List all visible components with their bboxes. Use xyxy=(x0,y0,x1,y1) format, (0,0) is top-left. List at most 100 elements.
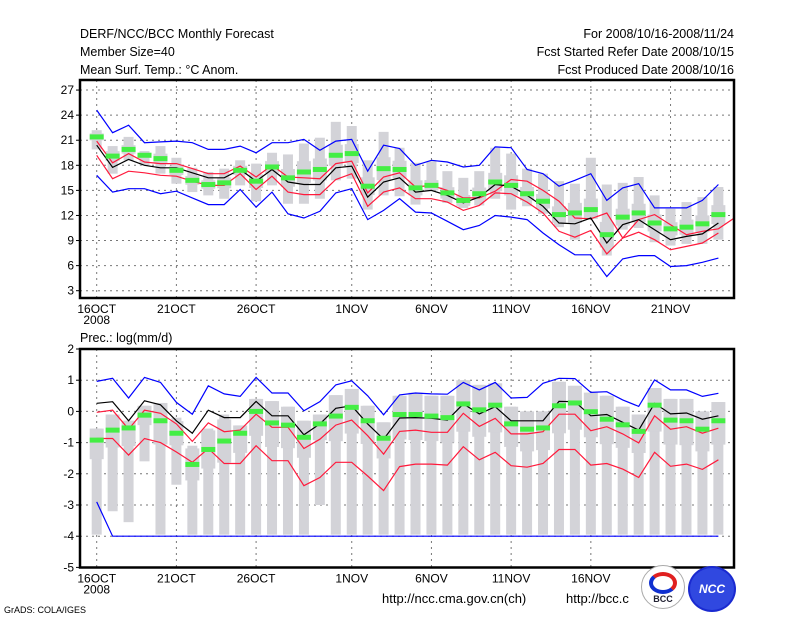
precip-ensemble-box xyxy=(267,401,278,535)
precip-ensemble-box xyxy=(506,406,517,535)
precip-ensemble-box xyxy=(633,414,644,535)
precip-ensemble-box xyxy=(282,406,293,535)
precip-ensemble-box xyxy=(155,402,166,535)
temp-y-tick-label: 15 xyxy=(61,183,75,197)
precip-ensemble-box xyxy=(553,381,564,535)
precip-observation-marker xyxy=(424,413,439,419)
precip-ensemble-box xyxy=(91,428,102,535)
temp-observation-marker xyxy=(647,220,662,226)
precip-observation-marker xyxy=(153,418,168,424)
precip-x-tick-label: 6NOV xyxy=(415,572,448,586)
precip-observation-marker xyxy=(89,437,104,443)
precip-x-tick-label: 11NOV xyxy=(492,572,530,586)
temp-observation-marker xyxy=(201,182,216,188)
temp-observation-marker xyxy=(105,153,120,159)
precip-x-tick-label: 16OCT xyxy=(77,572,116,586)
precip-observation-marker xyxy=(408,412,423,418)
precip-observation-marker xyxy=(201,446,216,452)
temp-line-lower xyxy=(96,154,719,255)
temp-observation-marker xyxy=(520,191,535,197)
temp-ensemble-box xyxy=(633,177,644,228)
precip-x-tick-label: 26OCT xyxy=(237,572,276,586)
precip-ensemble-inner-box xyxy=(153,402,168,445)
precip-ensemble-box xyxy=(139,405,150,462)
precip-observation-marker xyxy=(265,420,280,426)
precip-observation-marker xyxy=(679,418,694,424)
precip-ensemble-box xyxy=(378,422,389,535)
temp-observation-marker xyxy=(169,167,184,173)
temp-ensemble-box xyxy=(442,171,453,203)
precip-ensemble-box xyxy=(123,420,134,523)
temp-observation-marker xyxy=(488,179,503,185)
temp-year-label: 2008 xyxy=(83,313,110,327)
precip-ensemble-box xyxy=(617,406,628,535)
temp-ensemble-box xyxy=(426,161,437,191)
precip-y-tick-label: -2 xyxy=(63,467,74,481)
precip-observation-marker xyxy=(360,418,375,424)
precip-ensemble-box xyxy=(330,395,341,535)
temp-observation-marker xyxy=(233,167,248,173)
precip-observation-marker xyxy=(504,421,519,427)
precip-observation-marker xyxy=(376,435,391,441)
precip-observation-marker xyxy=(137,412,152,418)
precip-ensemble-box xyxy=(171,417,182,485)
precip-ensemble-box xyxy=(585,392,596,535)
temp-ensemble-box xyxy=(139,151,150,166)
variable-label: Mean Surf. Temp.: °C Anom. xyxy=(80,63,239,77)
precip-ensemble-inner-box xyxy=(583,392,598,438)
precip-observation-marker xyxy=(488,402,503,408)
precip-ensemble-box xyxy=(314,414,325,505)
temp-observation-marker xyxy=(456,197,471,203)
precip-chart: -5 -4 -3 -2 -1 0 1 2 16OCT 21OCT 26OCT 1NOV 6NOV 11NO… xyxy=(63,342,736,597)
precip-observation-marker xyxy=(599,416,614,422)
ncc-url[interactable]: http://ncc.cma.gov.cn(ch) xyxy=(382,591,527,606)
ncc-logo-text: NCC xyxy=(699,582,725,596)
precip-observation-marker xyxy=(536,425,551,431)
precip-observation-marker xyxy=(440,415,455,421)
precip-observation-marker xyxy=(711,418,726,424)
forecast-produced-date: Fcst Produced Date 2008/10/16 xyxy=(557,63,734,77)
temp-observation-marker xyxy=(153,156,168,162)
bcc-logo: BCC xyxy=(641,565,685,609)
temp-observation-marker xyxy=(504,182,519,188)
precip-observation-marker xyxy=(472,407,487,413)
temp-observation-marker xyxy=(376,166,391,172)
bcc-url[interactable]: http://bcc.c xyxy=(566,591,629,606)
precip-y-tick-label: 2 xyxy=(67,342,74,356)
temp-observation-marker xyxy=(567,210,582,216)
temp-line-mean xyxy=(96,144,719,244)
precip-observation-marker xyxy=(328,413,343,419)
precip-observation-marker xyxy=(567,400,582,406)
temp-observation-marker xyxy=(424,182,439,188)
temp-observation-marker xyxy=(344,151,359,157)
temp-y-tick-label: 3 xyxy=(67,284,74,298)
precip-ensemble-box xyxy=(713,402,724,535)
temp-observation-marker xyxy=(360,183,375,189)
precip-observation-marker xyxy=(663,417,678,423)
precip-line-upper xyxy=(96,409,719,456)
precip-ensemble-box xyxy=(569,385,580,535)
precip-ensemble-inner-box xyxy=(121,420,136,447)
temp-observation-marker xyxy=(599,232,614,238)
precip-y-tick-label: -3 xyxy=(63,498,74,512)
precip-y-tick-label: 1 xyxy=(67,373,74,387)
temp-observation-marker xyxy=(631,210,646,216)
temp-ensemble-box xyxy=(458,177,469,208)
precip-observation-marker xyxy=(185,461,200,467)
chart-title: DERF/NCC/BCC Monthly Forecast xyxy=(80,27,274,41)
precip-observation-marker xyxy=(105,427,120,433)
temp-observation-marker xyxy=(583,207,598,213)
temp-ensemble-box xyxy=(585,157,596,219)
temp-frame xyxy=(78,78,736,300)
temp-observation-marker xyxy=(440,190,455,196)
precip-observation-marker xyxy=(169,430,184,436)
temp-ensemble-box xyxy=(538,173,549,214)
grads-credit: GrADS: COLA/IGES xyxy=(4,605,87,615)
precip-ensemble-inner-box xyxy=(711,402,726,445)
temp-x-tick-label: 16OCT xyxy=(77,302,116,316)
precip-observation-marker xyxy=(249,408,264,414)
temp-line-min xyxy=(96,174,719,278)
temp-ensemble-box xyxy=(617,182,628,230)
precip-ensemble-box xyxy=(203,428,214,535)
member-size: Member Size=40 xyxy=(80,45,175,59)
